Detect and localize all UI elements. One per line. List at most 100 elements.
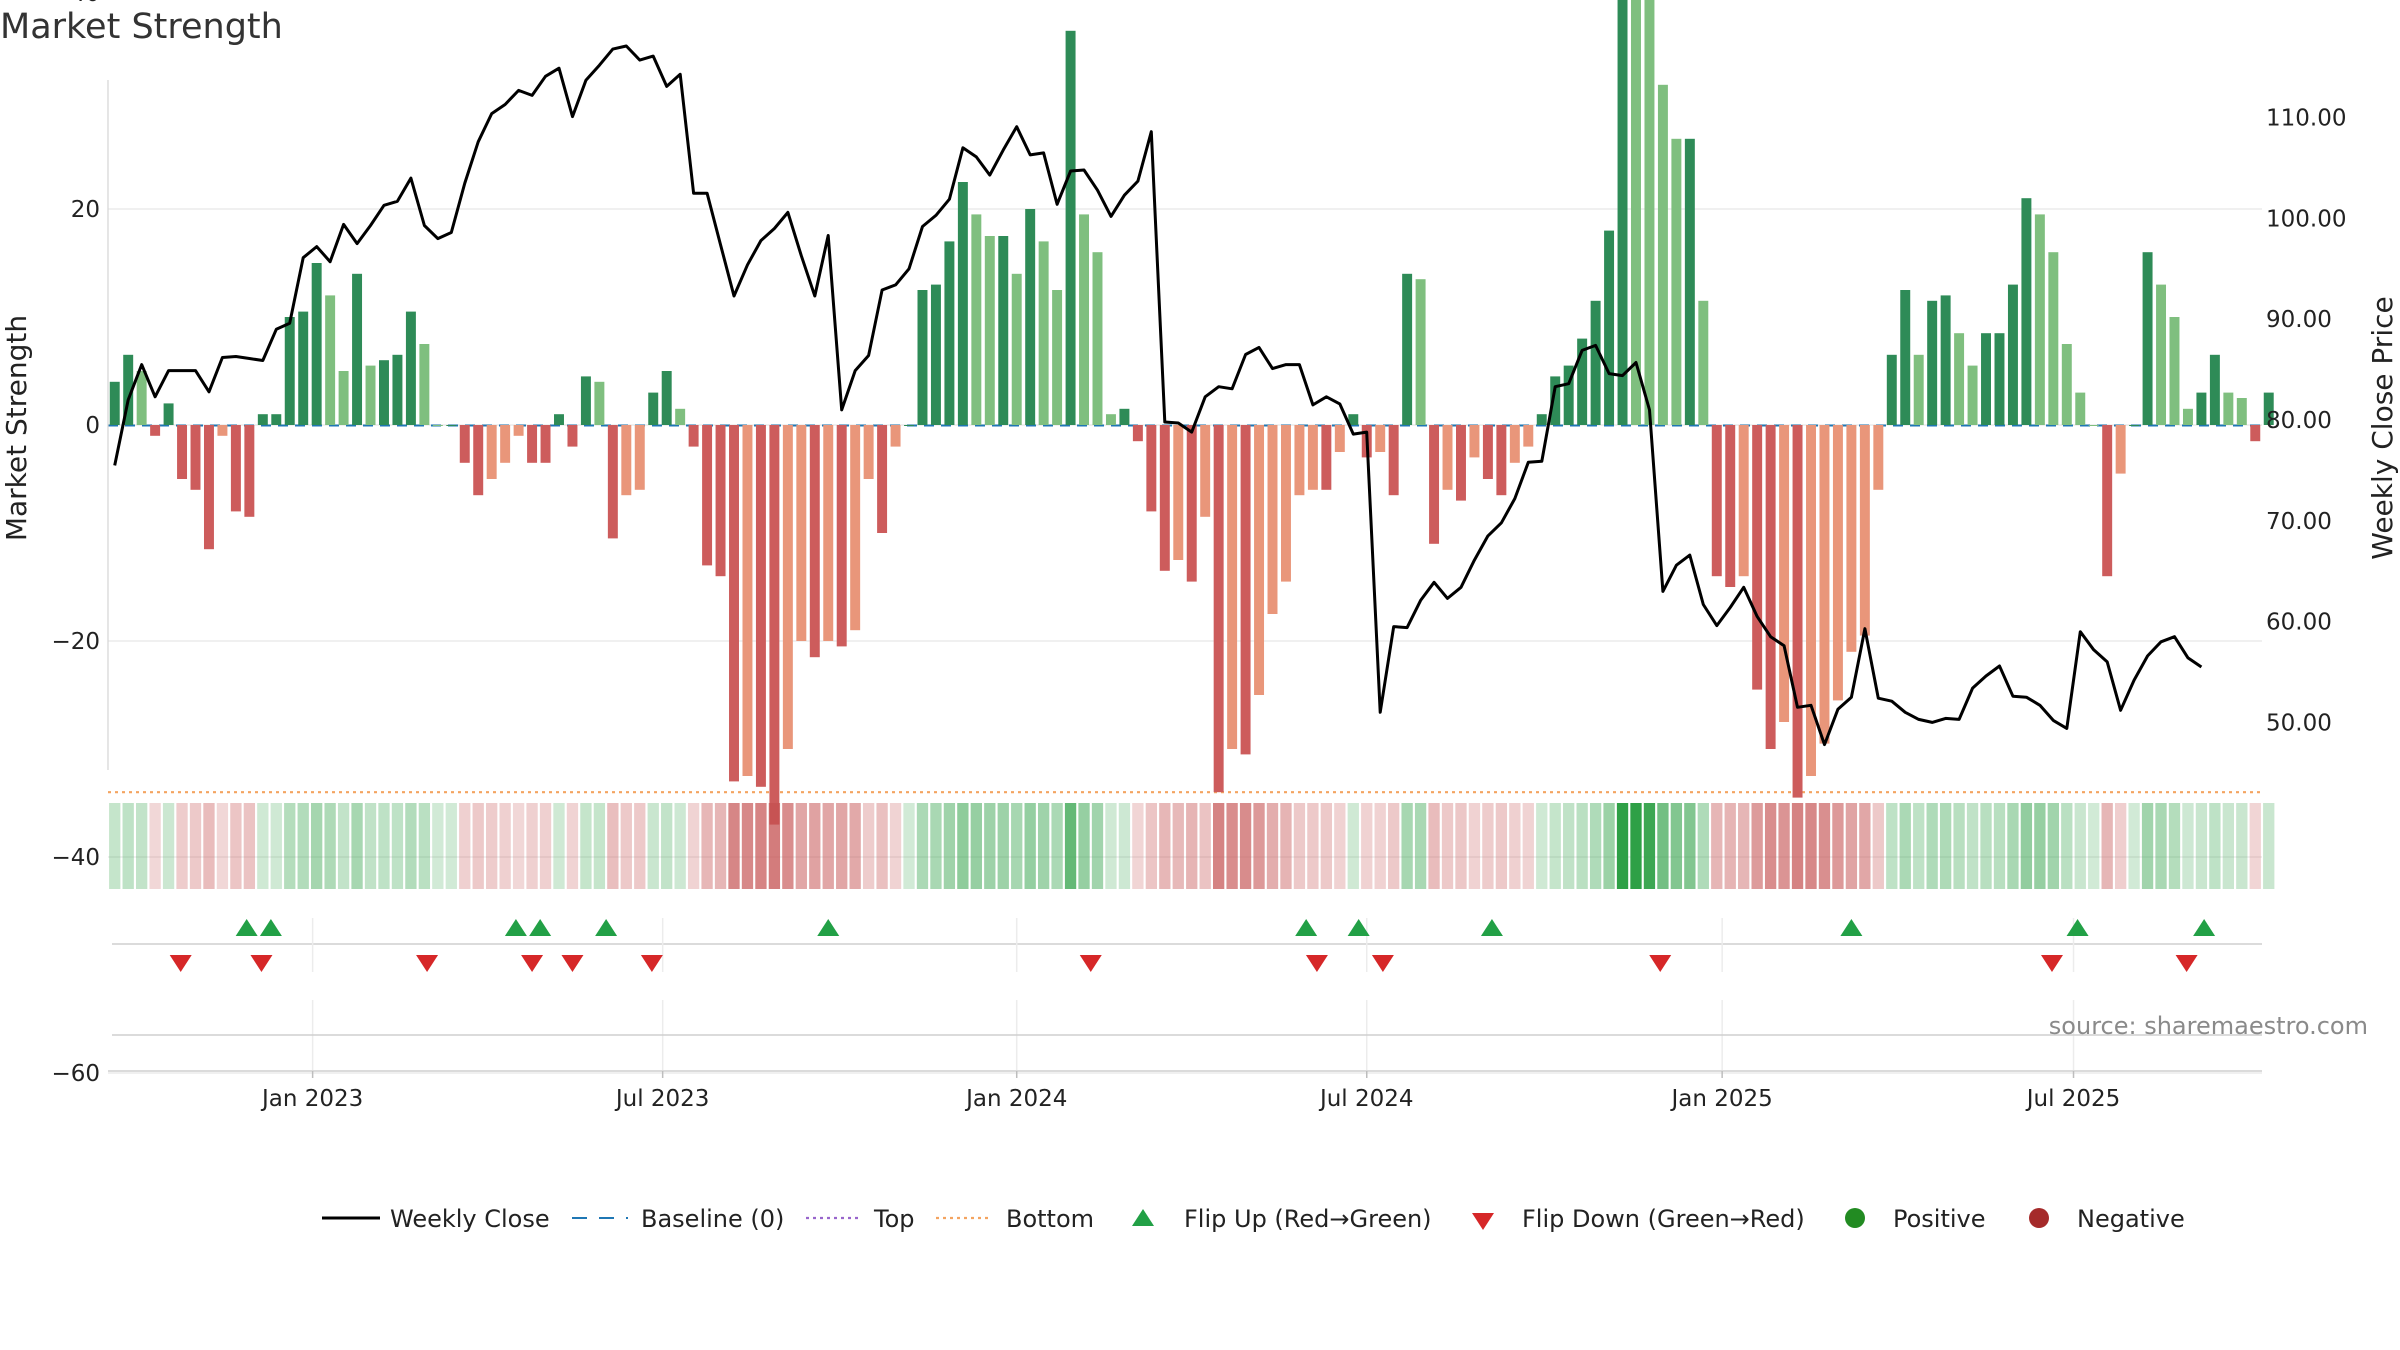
legend-label: Weekly Close — [390, 1205, 550, 1233]
flip-up-marker — [529, 919, 552, 936]
heat-cell — [1105, 803, 1117, 889]
strength-bar — [163, 403, 174, 425]
strength-bar — [2156, 284, 2167, 425]
legend-item: Top — [806, 1205, 915, 1233]
heat-cell — [755, 803, 767, 889]
heat-cell — [203, 803, 215, 889]
x-tick-label: Jul 2023 — [614, 1086, 710, 1112]
heat-cell — [580, 803, 592, 889]
heat-cell — [1455, 803, 1467, 889]
strength-bar — [661, 371, 672, 425]
heat-cell — [607, 803, 619, 889]
strength-bar — [1415, 279, 1426, 425]
heat-cell — [930, 803, 942, 889]
heat-cell — [809, 803, 821, 889]
weekly-close-series — [113, 44, 2203, 747]
legend-item: Negative — [2029, 1205, 2185, 1233]
heat-cell — [445, 803, 457, 889]
flip-up-marker — [1295, 919, 1318, 936]
strength-bar — [1105, 414, 1116, 425]
heat-cell — [351, 803, 363, 889]
strength-bar — [1132, 425, 1143, 442]
strength-bar — [904, 425, 914, 426]
heat-cell — [2222, 803, 2234, 889]
heat-cell — [149, 803, 161, 889]
x-tick-label: Jul 2024 — [1318, 1086, 1414, 1112]
heat-cell — [1522, 803, 1534, 889]
heat-cell — [284, 803, 296, 889]
heat-cell — [782, 803, 794, 889]
heat-cell — [876, 803, 888, 889]
strength-bar — [1886, 354, 1897, 425]
strength-bar — [2048, 252, 2059, 425]
strength-bar — [1213, 425, 1224, 793]
legend-item: Flip Up (Red→Green) — [1132, 1205, 1432, 1233]
strength-bar — [271, 414, 282, 425]
heat-cell — [2195, 803, 2208, 889]
heat-cell — [1953, 803, 1965, 889]
strength-bar — [2169, 317, 2180, 425]
heat-cell — [1509, 803, 1521, 889]
heat-cell — [1859, 803, 1871, 889]
flip-up-marker — [817, 919, 840, 936]
strength-bar — [2075, 392, 2086, 425]
strength-bar — [244, 425, 255, 517]
heat-cell — [1791, 803, 1804, 889]
strength-bar — [796, 425, 807, 641]
heat-cell — [2061, 803, 2073, 889]
heat-cell — [1320, 803, 1333, 889]
heat-cell — [1388, 803, 1400, 889]
strength-bar — [2102, 425, 2113, 577]
strength-bar — [1496, 425, 1507, 496]
strength-bar — [486, 425, 497, 479]
strength-bar — [1482, 425, 1493, 479]
heat-cell — [1401, 803, 1413, 889]
strength-bar — [405, 311, 416, 425]
heat-cell — [1805, 803, 1817, 889]
heat-cell — [1926, 803, 1938, 889]
x-tick-label: Jan 2025 — [1669, 1086, 1772, 1112]
heat-cell — [957, 803, 969, 889]
heat-cell — [1078, 803, 1090, 889]
strength-bar — [742, 425, 753, 776]
heat-cell — [1051, 803, 1063, 889]
heat-cell — [1913, 803, 1925, 889]
heat-cell — [674, 803, 686, 889]
heat-cell — [1549, 803, 1561, 889]
heat-cell — [2209, 803, 2221, 889]
strength-bar — [203, 425, 214, 550]
flip-up-marker — [259, 919, 282, 936]
strength-bar — [1967, 365, 1978, 425]
y-left-tick-label: 40 — [71, 0, 100, 7]
strength-bar — [1671, 138, 1682, 426]
strength-bar — [2182, 408, 2193, 425]
y-left-tick-label: 20 — [71, 197, 100, 223]
flip-up-marker — [1840, 919, 1863, 936]
heat-cell — [243, 803, 256, 889]
heat-cell — [486, 803, 498, 889]
heat-cell — [539, 803, 552, 889]
flip-up-marker — [1347, 919, 1370, 936]
heat-cell — [499, 803, 511, 889]
flip-up-marker — [504, 919, 527, 936]
heat-cell — [795, 803, 807, 889]
heat-cell — [728, 803, 740, 889]
heat-cell — [1764, 803, 1777, 889]
strength-bar — [1792, 425, 1803, 798]
heat-cell — [2155, 803, 2167, 889]
flip-down-marker — [1649, 955, 1672, 972]
strength-bar — [513, 425, 524, 436]
strength-bar — [2061, 344, 2072, 425]
heat-cell — [1832, 803, 1844, 889]
strength-bar — [1752, 425, 1763, 690]
strength-bar — [1913, 354, 1924, 425]
strength-bar — [836, 425, 847, 647]
heat-cell — [337, 803, 350, 889]
strength-bar — [177, 425, 188, 479]
strength-bar — [634, 425, 645, 490]
strength-bar — [755, 425, 766, 787]
heat-cell — [405, 803, 417, 889]
strength-bar — [230, 425, 241, 512]
heat-cell — [1711, 803, 1723, 889]
heat-cell — [2168, 803, 2181, 889]
